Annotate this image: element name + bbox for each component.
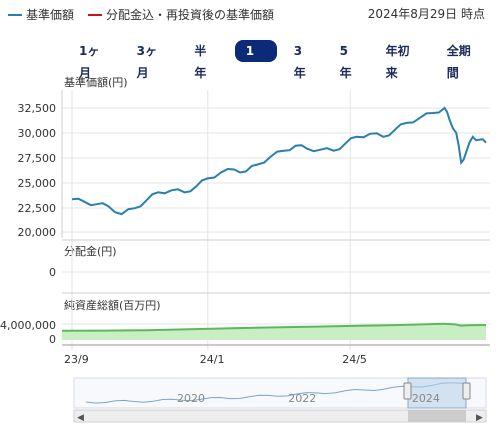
scrollbar-track[interactable] (73, 409, 487, 423)
dividend-ytick-label: 0 (49, 266, 56, 279)
x-axis-ticks: 23/9 24/1 24/5 (64, 353, 367, 366)
price-ytick-label: 20,000 (17, 226, 57, 239)
series-line-assets (61, 322, 487, 332)
chart-legend: 基準価額 分配金込・再投資後の基準価額 (8, 6, 288, 23)
assets-ytick-label: 0 (49, 333, 56, 346)
navigator-year-labels: 2020 2022 2024 (177, 392, 440, 405)
price-panel-title: 基準価額(円) (64, 76, 128, 89)
tab-3months[interactable]: 3ヶ月 (136, 44, 158, 80)
legend-item-reinvested[interactable]: 分配金込・再投資後の基準価額 (88, 6, 274, 23)
legend-label-nav: 基準価額 (26, 8, 75, 22)
tab-1month[interactable]: 1ヶ月 (79, 44, 100, 80)
tab-3years[interactable]: 3年 (293, 44, 306, 80)
tab-6months[interactable]: 半年 (194, 44, 207, 80)
assets-ytick-label: 4,000,000 (0, 319, 56, 332)
navigator-year-label: 2022 (288, 392, 316, 405)
price-ytick-label: 25,000 (17, 177, 57, 190)
as-of-date: 2024年8月29日 時点 (367, 7, 485, 21)
price-ytick-label: 30,000 (17, 127, 57, 140)
scrollbar-thumb[interactable] (408, 410, 466, 422)
legend-swatch-nav (8, 13, 22, 16)
assets-panel-title: 純資産総額(百万円) (64, 299, 161, 312)
legend-swatch-reinvested (88, 13, 103, 16)
navigator-selection[interactable] (407, 377, 467, 409)
series-line-nav (71, 106, 487, 216)
price-grid (61, 90, 490, 238)
tab-1year[interactable]: 1年 (234, 40, 277, 80)
x-tick-label: 24/1 (200, 353, 225, 366)
tab-all[interactable]: 全期間 (446, 44, 471, 80)
x-tick-label: 23/9 (64, 353, 89, 366)
scroll-left-arrow-icon[interactable]: ◀ (77, 413, 84, 423)
navigator-handle-right[interactable] (462, 382, 471, 400)
x-tick-label: 24/5 (342, 353, 367, 366)
legend-item-nav[interactable]: 基準価額 (8, 6, 74, 23)
navigator-year-label: 2024 (412, 392, 440, 405)
price-ytick-label: 32,500 (17, 102, 57, 115)
tab-ytd[interactable]: 年初来 (385, 44, 410, 80)
period-tabs: 1ヶ月 3ヶ月 半年 1年 3年 5年 年初来 全期間 (70, 40, 499, 80)
tab-5years[interactable]: 5年 (339, 44, 352, 80)
price-ytick-label: 27,500 (17, 152, 57, 165)
navigator-handle-left[interactable] (403, 382, 412, 400)
series-area-assets (62, 323, 486, 340)
legend-label-reinvested: 分配金込・再投資後の基準価額 (106, 8, 275, 22)
date-gridlines (71, 90, 351, 350)
dividend-panel-title: 分配金(円) (64, 245, 117, 258)
scroll-right-arrow-icon[interactable]: ▶ (476, 413, 483, 423)
navigator-year-label: 2020 (177, 392, 205, 405)
price-ytick-label: 22,500 (17, 202, 57, 215)
